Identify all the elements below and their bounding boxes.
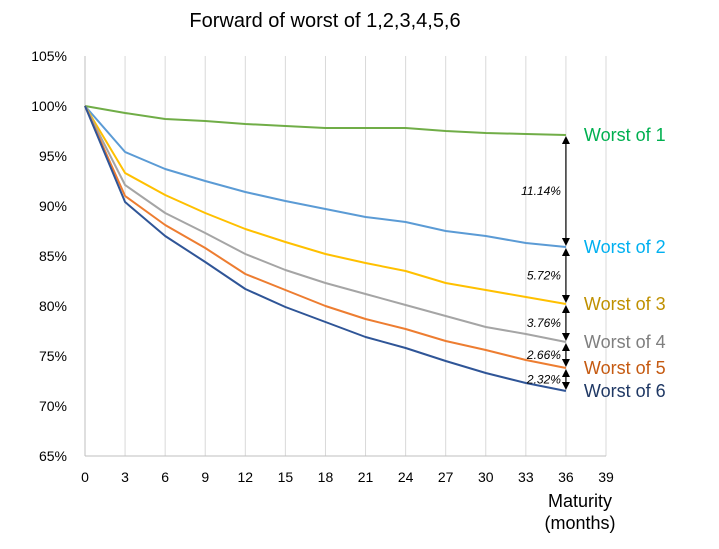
x-tick-label: 27	[438, 469, 454, 485]
series-line-worst-of-4	[84, 105, 567, 343]
series-line-worst-of-1	[84, 105, 566, 136]
y-tick-label: 80%	[39, 298, 67, 314]
y-tick-label: 90%	[39, 198, 67, 214]
x-axis-label-line-2: (months)	[544, 513, 616, 533]
series-label-worst-of-2: Worst of 2	[584, 237, 666, 257]
y-tick-label: 100%	[31, 98, 67, 114]
y-tick-label: 70%	[39, 398, 67, 414]
x-tick-label: 6	[161, 469, 169, 485]
x-tick-label: 0	[81, 469, 89, 485]
y-tick-label: 85%	[39, 248, 67, 264]
x-axis-label-line-1: Maturity	[547, 491, 612, 511]
x-tick-label: 39	[598, 469, 614, 485]
series-label-worst-of-4: Worst of 4	[584, 332, 666, 352]
x-tick-label: 12	[238, 469, 254, 485]
series-line-worst-of-6	[84, 105, 567, 392]
x-tick-label: 21	[358, 469, 374, 485]
series-label-worst-of-3: Worst of 3	[584, 294, 666, 314]
x-tick-label: 24	[398, 469, 414, 485]
gap-label: 3.76%	[527, 316, 561, 330]
x-tick-label: 36	[558, 469, 574, 485]
series-label-worst-of-5: Worst of 5	[584, 358, 666, 378]
y-tick-label: 75%	[39, 348, 67, 364]
x-tick-label: 33	[518, 469, 534, 485]
gap-label: 5.72%	[527, 269, 561, 283]
series-label-worst-of-1: Worst of 1	[584, 125, 666, 145]
y-tick-label: 65%	[39, 448, 67, 464]
x-tick-label: 30	[478, 469, 494, 485]
x-tick-label: 3	[121, 469, 129, 485]
series-label-worst-of-6: Worst of 6	[584, 381, 666, 401]
x-axis-label: Maturity (months)	[520, 490, 640, 534]
gap-label: 2.66%	[526, 348, 561, 362]
x-tick-label: 9	[201, 469, 209, 485]
x-tick-label: 18	[318, 469, 334, 485]
series-line-worst-of-5	[84, 105, 567, 369]
series-line-worst-of-3	[84, 105, 567, 305]
chart-title: Forward of worst of 1,2,3,4,5,6	[189, 10, 461, 32]
gap-label: 2.32%	[526, 373, 561, 387]
series-line-worst-of-2	[84, 105, 567, 248]
x-tick-label: 15	[278, 469, 294, 485]
gap-label: 11.14%	[521, 184, 561, 198]
y-tick-label: 95%	[39, 148, 67, 164]
y-tick-label: 105%	[31, 48, 67, 64]
